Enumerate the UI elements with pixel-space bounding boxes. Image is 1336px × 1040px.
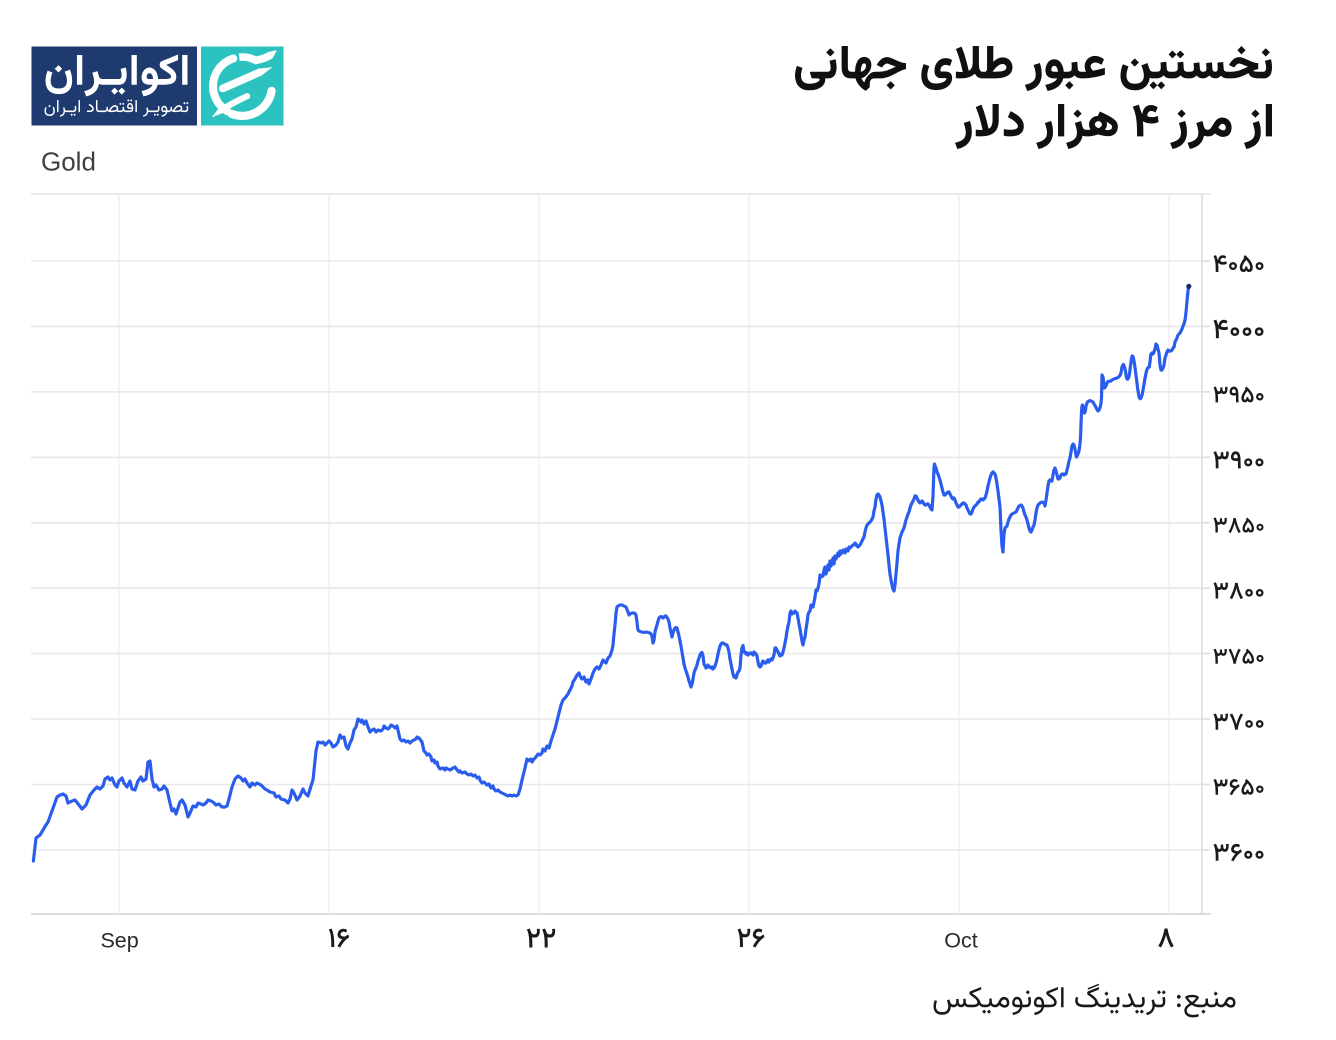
svg-text:Oct: Oct	[944, 929, 977, 953]
svg-text:Gold: Gold	[41, 147, 96, 177]
svg-text:Sep: Sep	[100, 929, 138, 953]
